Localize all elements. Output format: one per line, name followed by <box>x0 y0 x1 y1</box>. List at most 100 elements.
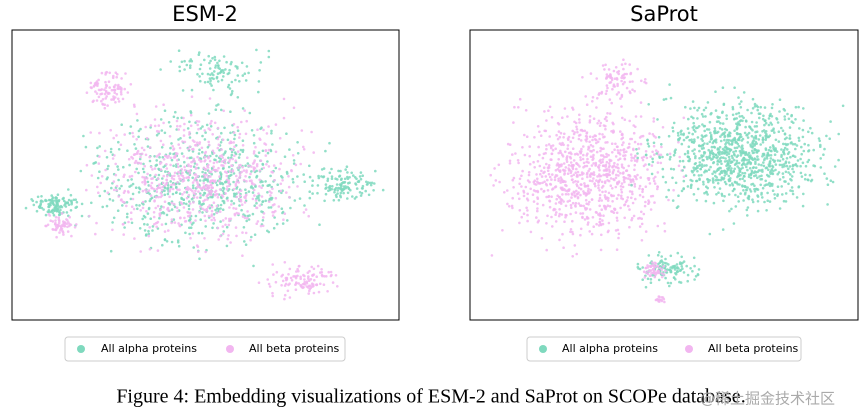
point <box>746 168 749 172</box>
point <box>696 273 700 277</box>
point <box>238 194 242 198</box>
point <box>606 204 610 207</box>
point <box>265 132 269 135</box>
point <box>198 257 201 261</box>
point <box>741 166 744 170</box>
point <box>134 170 137 174</box>
point <box>210 172 213 176</box>
point <box>162 143 165 146</box>
point <box>627 145 631 149</box>
point <box>135 167 138 171</box>
point <box>695 199 699 202</box>
point <box>162 212 166 215</box>
point <box>603 181 607 185</box>
point <box>738 183 741 186</box>
point <box>791 142 795 146</box>
point <box>548 205 552 209</box>
point <box>682 187 685 190</box>
point <box>565 160 569 163</box>
point <box>238 136 241 139</box>
point <box>590 232 594 236</box>
point <box>196 155 199 159</box>
point <box>582 153 585 157</box>
point <box>220 108 223 112</box>
point <box>596 165 600 169</box>
point <box>364 189 368 193</box>
point <box>139 209 142 212</box>
point <box>109 147 113 151</box>
point <box>169 180 172 183</box>
point <box>643 204 647 208</box>
point <box>644 266 648 270</box>
point <box>214 66 217 69</box>
point <box>148 155 151 159</box>
point <box>576 196 580 200</box>
point <box>598 132 601 136</box>
point <box>743 192 747 196</box>
point <box>701 115 705 118</box>
point <box>718 127 722 130</box>
point <box>752 136 756 139</box>
point <box>526 213 529 217</box>
point <box>192 157 196 161</box>
point <box>691 126 695 129</box>
point <box>275 222 279 226</box>
point <box>756 209 760 213</box>
point <box>572 132 576 136</box>
point <box>617 151 620 155</box>
point <box>238 174 242 177</box>
point <box>738 102 741 106</box>
point <box>159 68 162 71</box>
point <box>687 117 690 121</box>
point <box>104 90 108 94</box>
point <box>226 185 229 188</box>
point <box>55 235 58 239</box>
point <box>744 151 748 154</box>
point <box>690 115 693 119</box>
point <box>754 130 757 134</box>
point <box>163 193 167 197</box>
point <box>252 141 256 145</box>
point <box>584 95 587 98</box>
point <box>585 164 589 168</box>
point <box>826 183 830 186</box>
point <box>179 137 182 140</box>
point <box>258 69 261 72</box>
point <box>633 140 637 144</box>
point <box>785 164 789 168</box>
point <box>291 154 295 157</box>
point <box>197 53 201 56</box>
point <box>198 192 202 195</box>
point <box>511 153 514 156</box>
point <box>713 186 716 189</box>
point <box>154 206 157 210</box>
point <box>368 181 372 185</box>
point <box>163 154 167 158</box>
point <box>365 183 369 186</box>
point <box>282 218 285 221</box>
point <box>620 182 624 185</box>
point <box>810 131 814 135</box>
point <box>197 190 200 193</box>
point <box>268 198 272 201</box>
point <box>159 191 163 195</box>
point <box>171 192 175 196</box>
point <box>165 178 168 182</box>
point <box>723 160 727 163</box>
point <box>282 116 286 120</box>
point <box>489 173 493 177</box>
point <box>147 229 150 233</box>
point <box>227 165 231 169</box>
point <box>539 134 543 137</box>
point <box>795 144 799 147</box>
point <box>661 167 665 171</box>
point <box>100 88 104 91</box>
point <box>188 200 191 203</box>
point <box>828 137 831 140</box>
point <box>190 88 194 92</box>
point <box>217 238 220 241</box>
point <box>132 153 136 156</box>
point <box>615 197 619 200</box>
point <box>710 111 713 115</box>
point <box>686 127 690 130</box>
